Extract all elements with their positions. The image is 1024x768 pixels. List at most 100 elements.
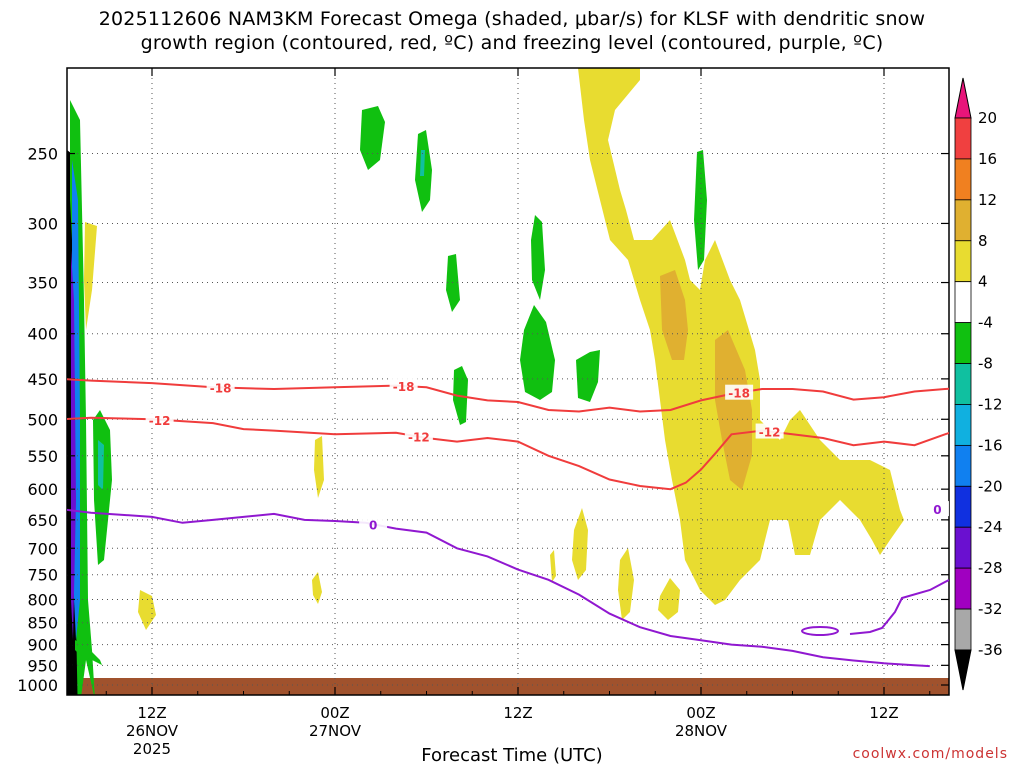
y-tick-label: 400 bbox=[27, 325, 58, 344]
colorbar-box bbox=[954, 608, 972, 651]
contour-label: -12 bbox=[149, 414, 171, 428]
colorbar-label: -20 bbox=[978, 477, 1003, 495]
colorbar-box bbox=[954, 485, 972, 528]
omega-shading bbox=[67, 68, 949, 695]
omega-ascent-left-purple bbox=[71, 250, 76, 640]
x-tick-label: 12Z bbox=[869, 704, 898, 722]
omega-yellow-small-2 bbox=[312, 572, 322, 604]
y-tick-label: 800 bbox=[27, 590, 58, 609]
colorbar-box bbox=[954, 158, 972, 201]
dendritic-contour--18 bbox=[67, 378, 949, 413]
colorbar-box bbox=[954, 322, 972, 364]
colorbar-box bbox=[954, 240, 972, 283]
colorbar-label: -8 bbox=[978, 355, 993, 373]
freezing-level-contour-upper bbox=[849, 579, 949, 635]
contours: -18 -18 -18 -12 -12 -12 0 0 bbox=[67, 378, 949, 668]
contour-label: -18 bbox=[728, 387, 750, 401]
colorbar: 20 16 12 8 4 -4 -8 -12 -16 -20 -24 -28 -32 -36 bbox=[954, 77, 1003, 691]
contour-label-bg bbox=[404, 428, 433, 444]
contour-label-bg bbox=[389, 378, 418, 394]
omega-green-blob-4 bbox=[531, 215, 545, 300]
omega-yellow-small-1 bbox=[314, 436, 324, 498]
credit-text: coolwx.com/models bbox=[852, 746, 1008, 762]
colorbar-label: -16 bbox=[978, 436, 1003, 454]
omega-green-blob-1 bbox=[360, 106, 385, 170]
colorbar-label: 16 bbox=[978, 150, 997, 168]
colorbar-label: -32 bbox=[978, 600, 1003, 618]
colorbar-label: -4 bbox=[978, 314, 993, 332]
y-tick-label: 450 bbox=[27, 370, 58, 389]
plot-frame bbox=[66, 67, 950, 696]
y-tick-label: 250 bbox=[27, 145, 58, 164]
gridlines bbox=[67, 68, 949, 695]
colorbar-bottom-triangle bbox=[954, 649, 972, 691]
omega-left-yellow bbox=[84, 222, 97, 330]
omega-left-teal bbox=[98, 440, 104, 490]
omega-yellow-small-6 bbox=[658, 578, 680, 620]
colorbar-label: -24 bbox=[978, 518, 1003, 536]
contour-label-bg bbox=[725, 384, 754, 400]
omega-yellow-small-5 bbox=[618, 548, 634, 620]
contour-label: -18 bbox=[393, 380, 415, 394]
y-tick-label: 850 bbox=[27, 614, 58, 633]
colorbar-box bbox=[954, 281, 972, 324]
contour-label-bg bbox=[206, 379, 235, 395]
x-tick-label: 26NOV bbox=[126, 722, 179, 740]
contour-label-bg bbox=[755, 423, 784, 439]
x-tick-label: 12Z bbox=[137, 704, 166, 722]
colorbar-top-triangle bbox=[954, 77, 972, 119]
chart-title-line1: 2025112606 NAM3KM Forecast Omega (shaded… bbox=[98, 8, 926, 30]
colorbar-box bbox=[954, 526, 972, 569]
y-tick-label: 300 bbox=[27, 214, 58, 233]
chart-title-line2: growth region (contoured, red, ºC) and f… bbox=[140, 32, 884, 54]
y-tick-label: 1000 bbox=[17, 676, 58, 695]
y-tick-label: 650 bbox=[27, 511, 58, 530]
colorbar-label: 4 bbox=[978, 273, 988, 291]
colorbar-label: -28 bbox=[978, 559, 1003, 577]
contour-label-bg bbox=[145, 411, 174, 427]
x-tick-label: 2025 bbox=[133, 740, 171, 758]
contour-label: -12 bbox=[408, 431, 430, 445]
y-axis: 250 300 350 400 450 500 550 600 650 700 750 800 850 9… bbox=[17, 145, 949, 695]
dendritic-contour--12 bbox=[67, 416, 949, 491]
colorbar-label: -36 bbox=[978, 641, 1003, 659]
colorbar-box bbox=[954, 444, 972, 487]
colorbar-box bbox=[954, 404, 972, 446]
omega-green-blob-6 bbox=[576, 350, 600, 402]
x-tick-label: 00Z bbox=[686, 704, 715, 722]
freezing-level-loop bbox=[801, 626, 839, 636]
y-tick-label: 600 bbox=[27, 480, 58, 499]
omega-teal-blob-2 bbox=[420, 150, 425, 176]
omega-green-blob-5 bbox=[520, 305, 555, 400]
y-tick-label: 750 bbox=[27, 566, 58, 585]
colorbar-box bbox=[954, 117, 972, 160]
y-tick-label: 900 bbox=[27, 636, 58, 655]
y-tick-label: 700 bbox=[27, 539, 58, 558]
omega-yellow-small-4 bbox=[550, 550, 556, 582]
omega-descent-inner-2 bbox=[715, 330, 752, 490]
colorbar-box bbox=[954, 363, 972, 405]
omega-left-yellow-lower bbox=[138, 590, 156, 630]
terrain-band bbox=[67, 678, 949, 695]
x-tick-label: 27NOV bbox=[309, 722, 362, 740]
contour-label: -12 bbox=[759, 426, 781, 440]
omega-descent-inner bbox=[660, 270, 688, 360]
omega-low-left-green bbox=[75, 640, 102, 665]
contour-label: -18 bbox=[210, 382, 232, 396]
contour-label-bg bbox=[923, 501, 949, 517]
omega-descent-main bbox=[578, 68, 904, 605]
x-tick-label: 12Z bbox=[503, 704, 532, 722]
colorbar-label: 8 bbox=[978, 232, 988, 250]
omega-yellow-small-3 bbox=[572, 508, 588, 580]
y-tick-label: 500 bbox=[27, 410, 58, 429]
freezing-level-contour bbox=[67, 508, 930, 668]
x-axis-title: Forecast Time (UTC) bbox=[421, 745, 603, 766]
x-tick-label: 28NOV bbox=[675, 722, 728, 740]
colorbar-box bbox=[954, 567, 972, 610]
colorbar-label: -12 bbox=[978, 395, 1003, 413]
colorbar-label: 12 bbox=[978, 191, 997, 209]
contour-label: 0 bbox=[369, 518, 377, 532]
omega-green-blob-8 bbox=[694, 150, 707, 270]
